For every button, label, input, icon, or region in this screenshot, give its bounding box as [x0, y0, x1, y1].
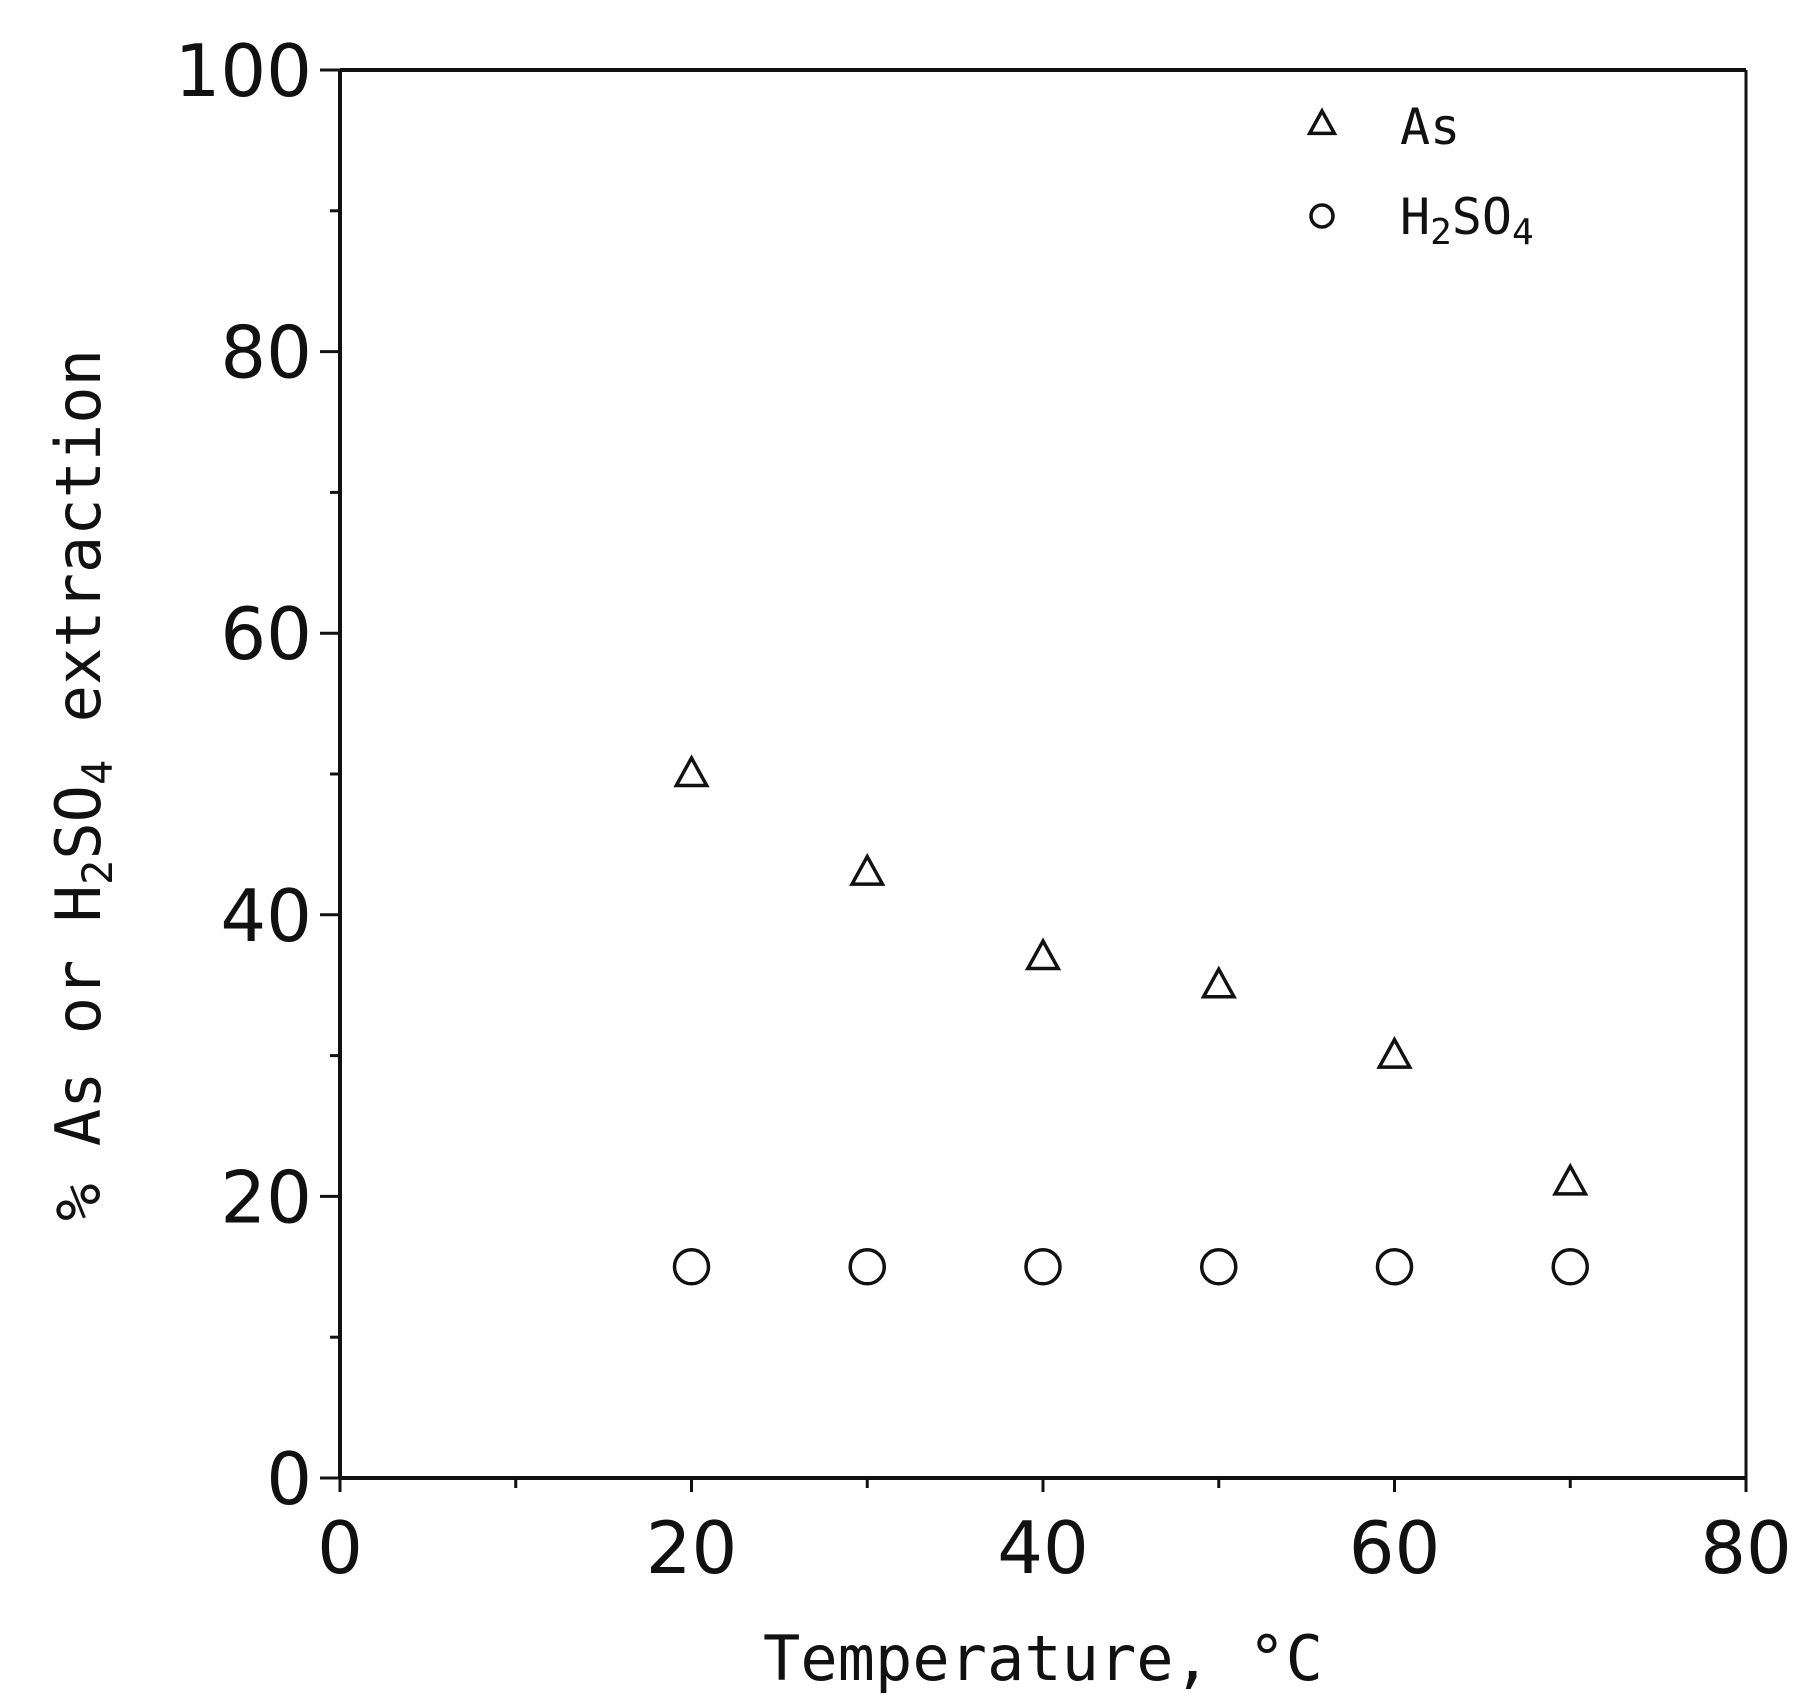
data-point-circle [1375, 1248, 1414, 1286]
data-point-triangle [1376, 1035, 1413, 1069]
y-tick-label: 60 [220, 592, 312, 676]
series-as [673, 754, 1589, 1196]
x-tick-label: 20 [646, 1506, 738, 1590]
data-point-circle [672, 1248, 711, 1286]
y-axis: 0 20 40 60 80 100 [175, 29, 340, 1521]
x-tick-label: 60 [1349, 1506, 1441, 1590]
data-point-triangle [1552, 1162, 1589, 1196]
x-axis-title: Temperature, °C [763, 1622, 1323, 1695]
y-tick-label: 100 [175, 29, 312, 113]
data-point-circle [848, 1248, 886, 1286]
legend-label-as: As [1400, 98, 1460, 156]
x-tick-label: 80 [1700, 1506, 1792, 1590]
series-layer [672, 754, 1589, 1286]
plot-frame [338, 68, 1748, 1480]
x-tick-label: 40 [997, 1506, 1089, 1590]
data-point-triangle [1024, 937, 1062, 971]
y-tick-label: 40 [220, 874, 312, 958]
series-h2so4 [672, 1248, 1589, 1286]
y-tick-label: 80 [220, 311, 312, 395]
data-point-circle [1200, 1248, 1238, 1286]
data-point-circle [1551, 1248, 1589, 1286]
data-point-triangle [1200, 965, 1237, 999]
legend-marker-triangle [1306, 107, 1338, 136]
data-point-triangle [849, 852, 886, 886]
y-tick-label: 20 [220, 1155, 312, 1239]
x-axis: 0 20 40 60 80 [317, 1478, 1792, 1590]
y-tick-label: 0 [266, 1437, 312, 1521]
legend-marker-circle [1309, 203, 1335, 229]
legend: As H2SO4 [1306, 98, 1534, 253]
data-point-triangle [673, 754, 710, 788]
x-tick-label: 0 [317, 1506, 363, 1590]
legend-label-h2so4: H2SO4 [1400, 188, 1534, 253]
y-axis-title: % As or H2SO4 extraction [42, 349, 122, 1221]
data-point-circle [1024, 1248, 1062, 1286]
